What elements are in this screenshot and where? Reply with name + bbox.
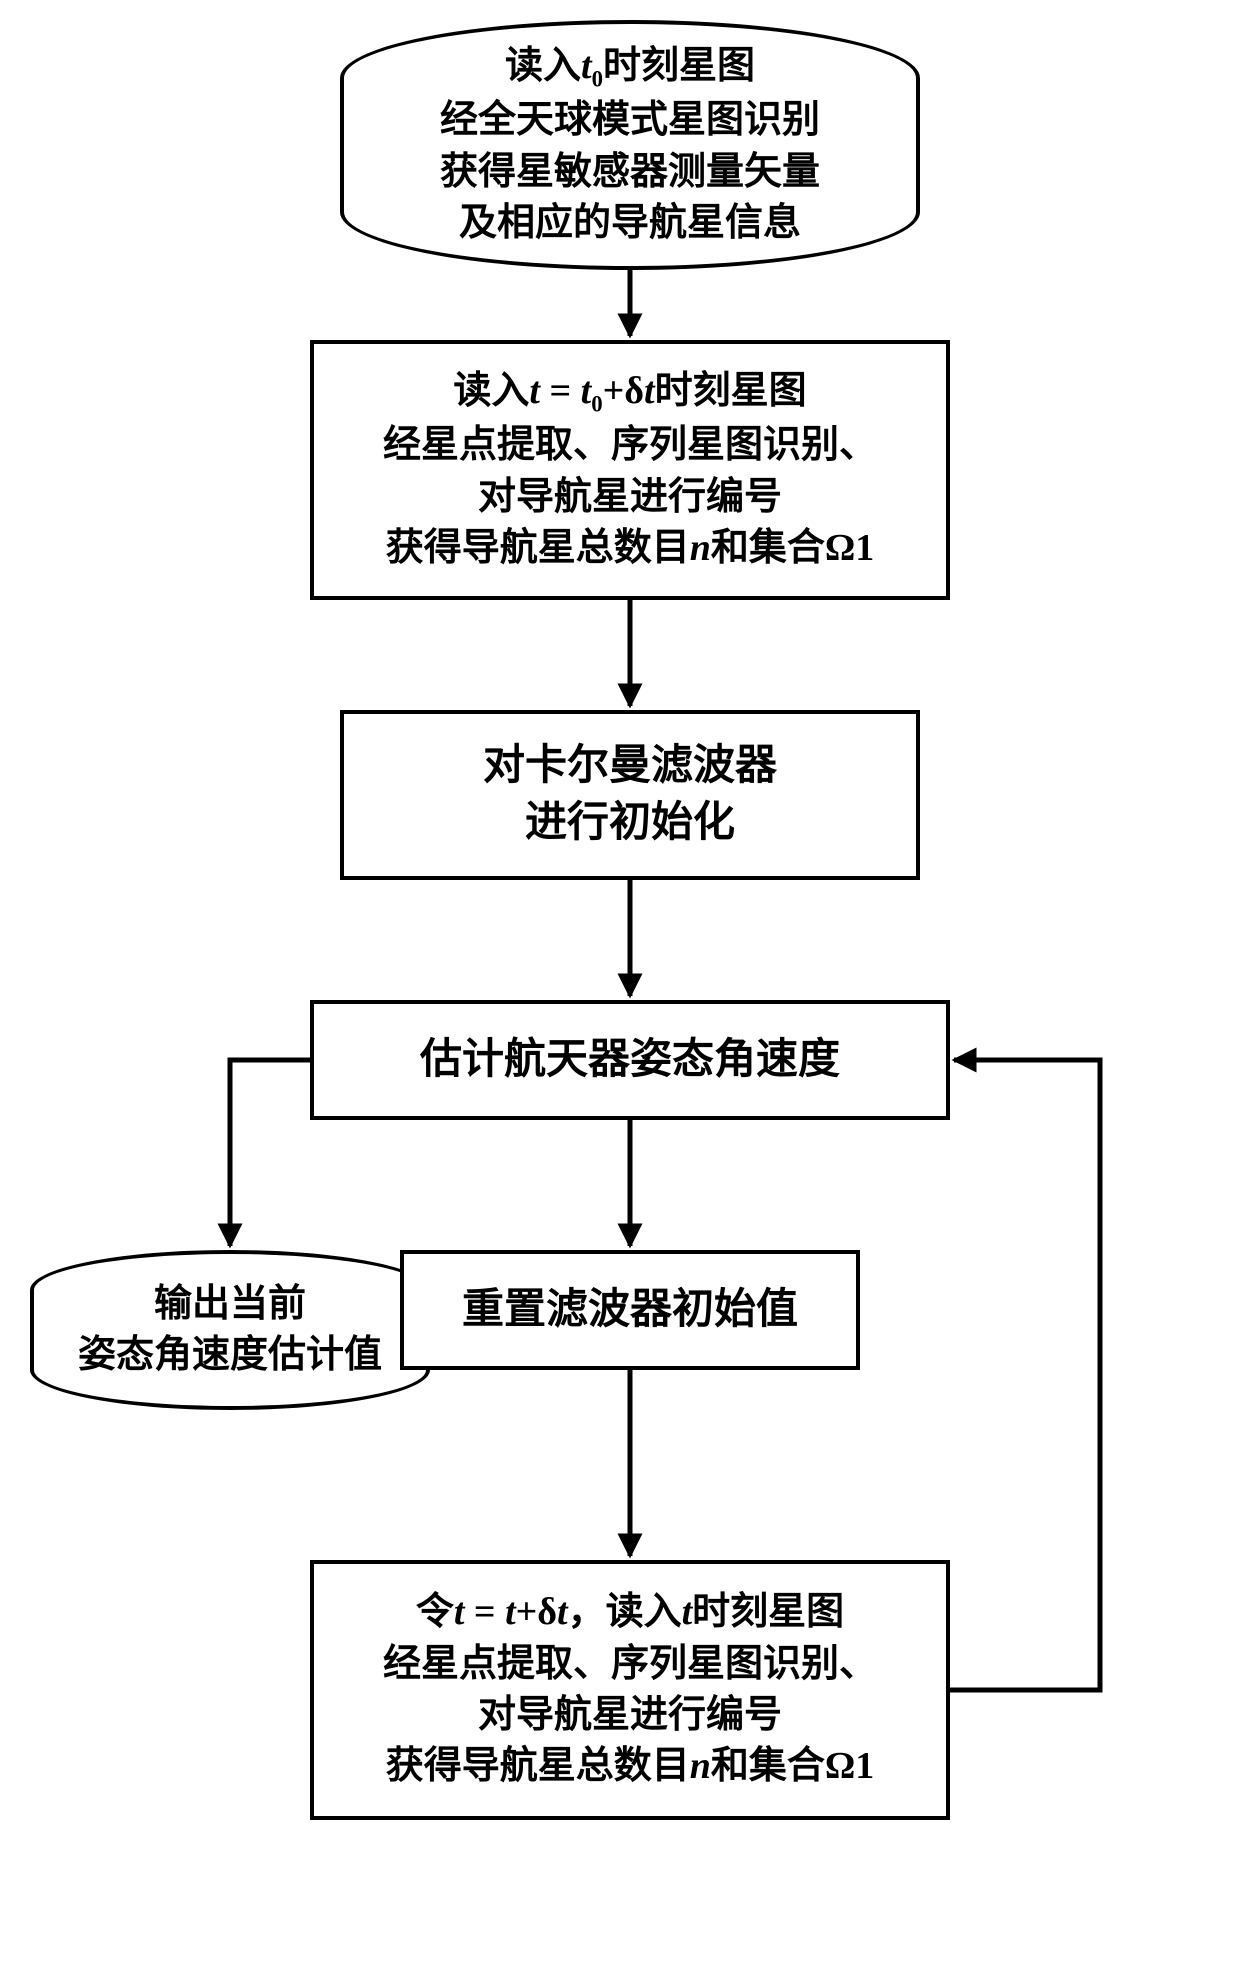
node-line: 进行初始化: [525, 795, 735, 852]
node-line: 输出当前: [154, 1279, 306, 1330]
output-node: 输出当前 姿态角速度估计值: [30, 1250, 430, 1410]
node-line: 对导航星进行编号: [478, 472, 782, 523]
node-line: 估计航天器姿态角速度: [420, 1032, 840, 1089]
node-line: 获得导航星总数目n和集合Ω1: [386, 523, 875, 574]
node-line: 对卡尔曼滤波器: [483, 738, 777, 795]
node-line: 对导航星进行编号: [478, 1690, 782, 1741]
node-line: 获得导航星总数目n和集合Ω1: [386, 1741, 875, 1792]
process-node-loop: 令t = t+δt，读入t时刻星图 经星点提取、序列星图识别、 对导航星进行编号…: [310, 1560, 950, 1820]
node-line: 获得星敏感器测量矢量: [440, 147, 820, 198]
edge-n4-n5: [230, 1060, 310, 1246]
node-line: 重置滤波器初始值: [462, 1282, 798, 1339]
node-line: 及相应的导航星信息: [459, 198, 801, 249]
edge-n7-n4: [950, 1060, 1100, 1690]
start-node: 读入t0时刻星图 经全天球模式星图识别 获得星敏感器测量矢量 及相应的导航星信息: [340, 20, 920, 270]
process-node-read-t0dt: 读入t = t0+δt时刻星图 经星点提取、序列星图识别、 对导航星进行编号 获…: [310, 340, 950, 600]
process-node-estimate: 估计航天器姿态角速度: [310, 1000, 950, 1120]
node-line: 姿态角速度估计值: [78, 1330, 382, 1381]
node-line: 经全天球模式星图识别: [440, 95, 820, 146]
node-line: 经星点提取、序列星图识别、: [383, 1639, 877, 1690]
process-node-reset: 重置滤波器初始值: [400, 1250, 860, 1370]
node-line: 令t = t+δt，读入t时刻星图: [416, 1587, 844, 1638]
process-node-init-kalman: 对卡尔曼滤波器 进行初始化: [340, 710, 920, 880]
node-line: 经星点提取、序列星图识别、: [383, 420, 877, 471]
node-line: 读入t0时刻星图: [505, 41, 755, 95]
node-line: 读入t = t0+δt时刻星图: [453, 366, 806, 420]
